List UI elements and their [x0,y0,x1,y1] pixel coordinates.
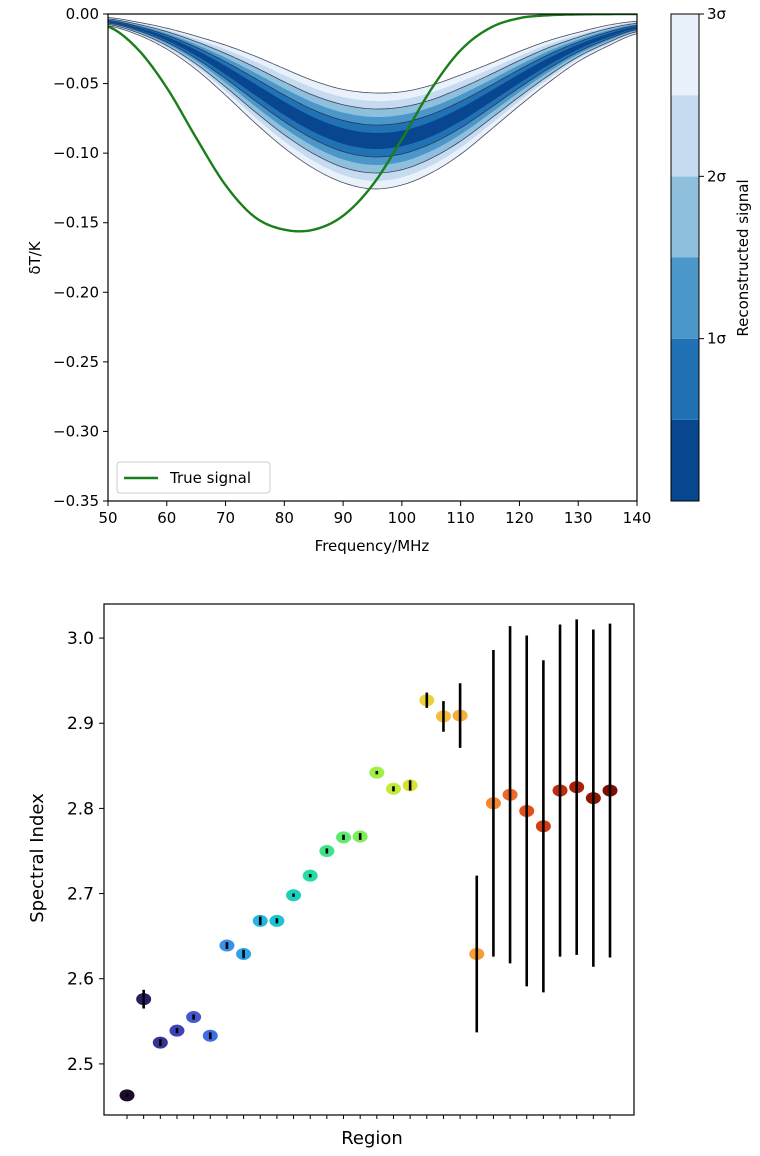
top-x-tick-label: 80 [275,509,294,527]
colorbar-tick-label: 2σ [707,167,727,185]
bottom-y-tick-label: 2.5 [67,1055,94,1075]
bottom-y-tick-label: 2.6 [67,970,94,990]
legend-true-signal-label: True signal [169,469,251,487]
bottom-points [119,619,618,1102]
colorbar-label: Reconstructed signal [734,179,752,336]
colorbar-tick-label: 3σ [707,5,727,23]
sigma-band-2.5sigma [108,18,637,181]
colorbar-level-6 [671,14,699,96]
top-x-tick-label: 60 [157,509,176,527]
colorbar-level-4 [671,176,699,258]
colorbar-frame [670,13,700,502]
top-x-tick-label: 90 [334,509,353,527]
top-chart: 50 60 70 80 90 100 110 120 130 140 0.00 −0.05 −0.10… [26,5,752,555]
sigma-contour-1 [108,22,637,158]
top-x-tick-label: 120 [505,509,534,527]
sigma-contour-1 [108,19,637,126]
top-y-tick-label: −0.30 [53,422,99,440]
top-y-tick-label: 0.00 [66,5,99,23]
bottom-y-axis: 2.5 2.6 2.7 2.8 2.9 3.0 [67,629,104,1075]
top-x-axis-label: Frequency/MHz [315,537,430,555]
colorbar-level-2 [671,338,699,420]
colorbar-level-1 [671,419,699,501]
bottom-y-axis-label: Spectral Index [27,793,48,923]
top-x-tick-label: 50 [98,509,117,527]
top-y-axis: 0.00 −0.05 −0.10 −0.15 −0.20 −0.25 −0.30 −0.35 [53,5,108,510]
top-legend: True signal [116,461,271,494]
bottom-plot-frame [103,603,635,1116]
top-x-tick-label: 130 [564,509,593,527]
top-y-tick-label: −0.05 [53,75,99,93]
top-y-tick-label: −0.20 [53,283,99,301]
top-x-tick-label: 140 [623,509,652,527]
colorbar-level-5 [671,95,699,177]
bottom-y-tick-label: 2.7 [67,885,94,905]
top-y-tick-label: −0.15 [53,214,99,232]
top-y-tick-label: −0.10 [53,144,99,162]
bottom-chart: 2.5 2.6 2.7 2.8 2.9 3.0 Region Spectral Index [27,603,635,1149]
colorbar-level-3 [671,257,699,339]
bottom-y-tick-label: 2.9 [67,714,94,734]
bottom-y-tick-label: 2.8 [67,799,94,819]
bottom-x-axis [126,1115,611,1119]
top-x-tick-label: 110 [446,509,475,527]
true-signal-line [108,14,637,233]
sigma-band-1sigma [108,20,637,157]
sigma-contour-3 [108,25,637,190]
bottom-y-tick-label: 3.0 [67,629,94,649]
sigma-contour-3 [108,17,637,94]
top-x-tick-label: 70 [216,509,235,527]
sigma-contour-2 [108,18,637,110]
top-y-tick-label: −0.35 [53,492,99,510]
legend-box [116,461,271,494]
bottom-x-axis-label: Region [341,1128,403,1149]
top-y-tick-label: −0.25 [53,353,99,371]
colorbar [671,14,699,501]
top-y-axis-label: δT/K [26,240,44,274]
top-lines [108,14,637,233]
top-sigma-bands [108,17,637,190]
colorbar-tick-label: 1σ [707,330,727,348]
top-x-axis: 50 60 70 80 90 100 110 120 130 140 [98,501,651,527]
sigma-contour-2 [108,24,637,174]
colorbar-ticks: 1σ 2σ 3σ [699,5,727,348]
top-x-tick-label: 100 [388,509,417,527]
top-plot-frame [107,13,638,502]
